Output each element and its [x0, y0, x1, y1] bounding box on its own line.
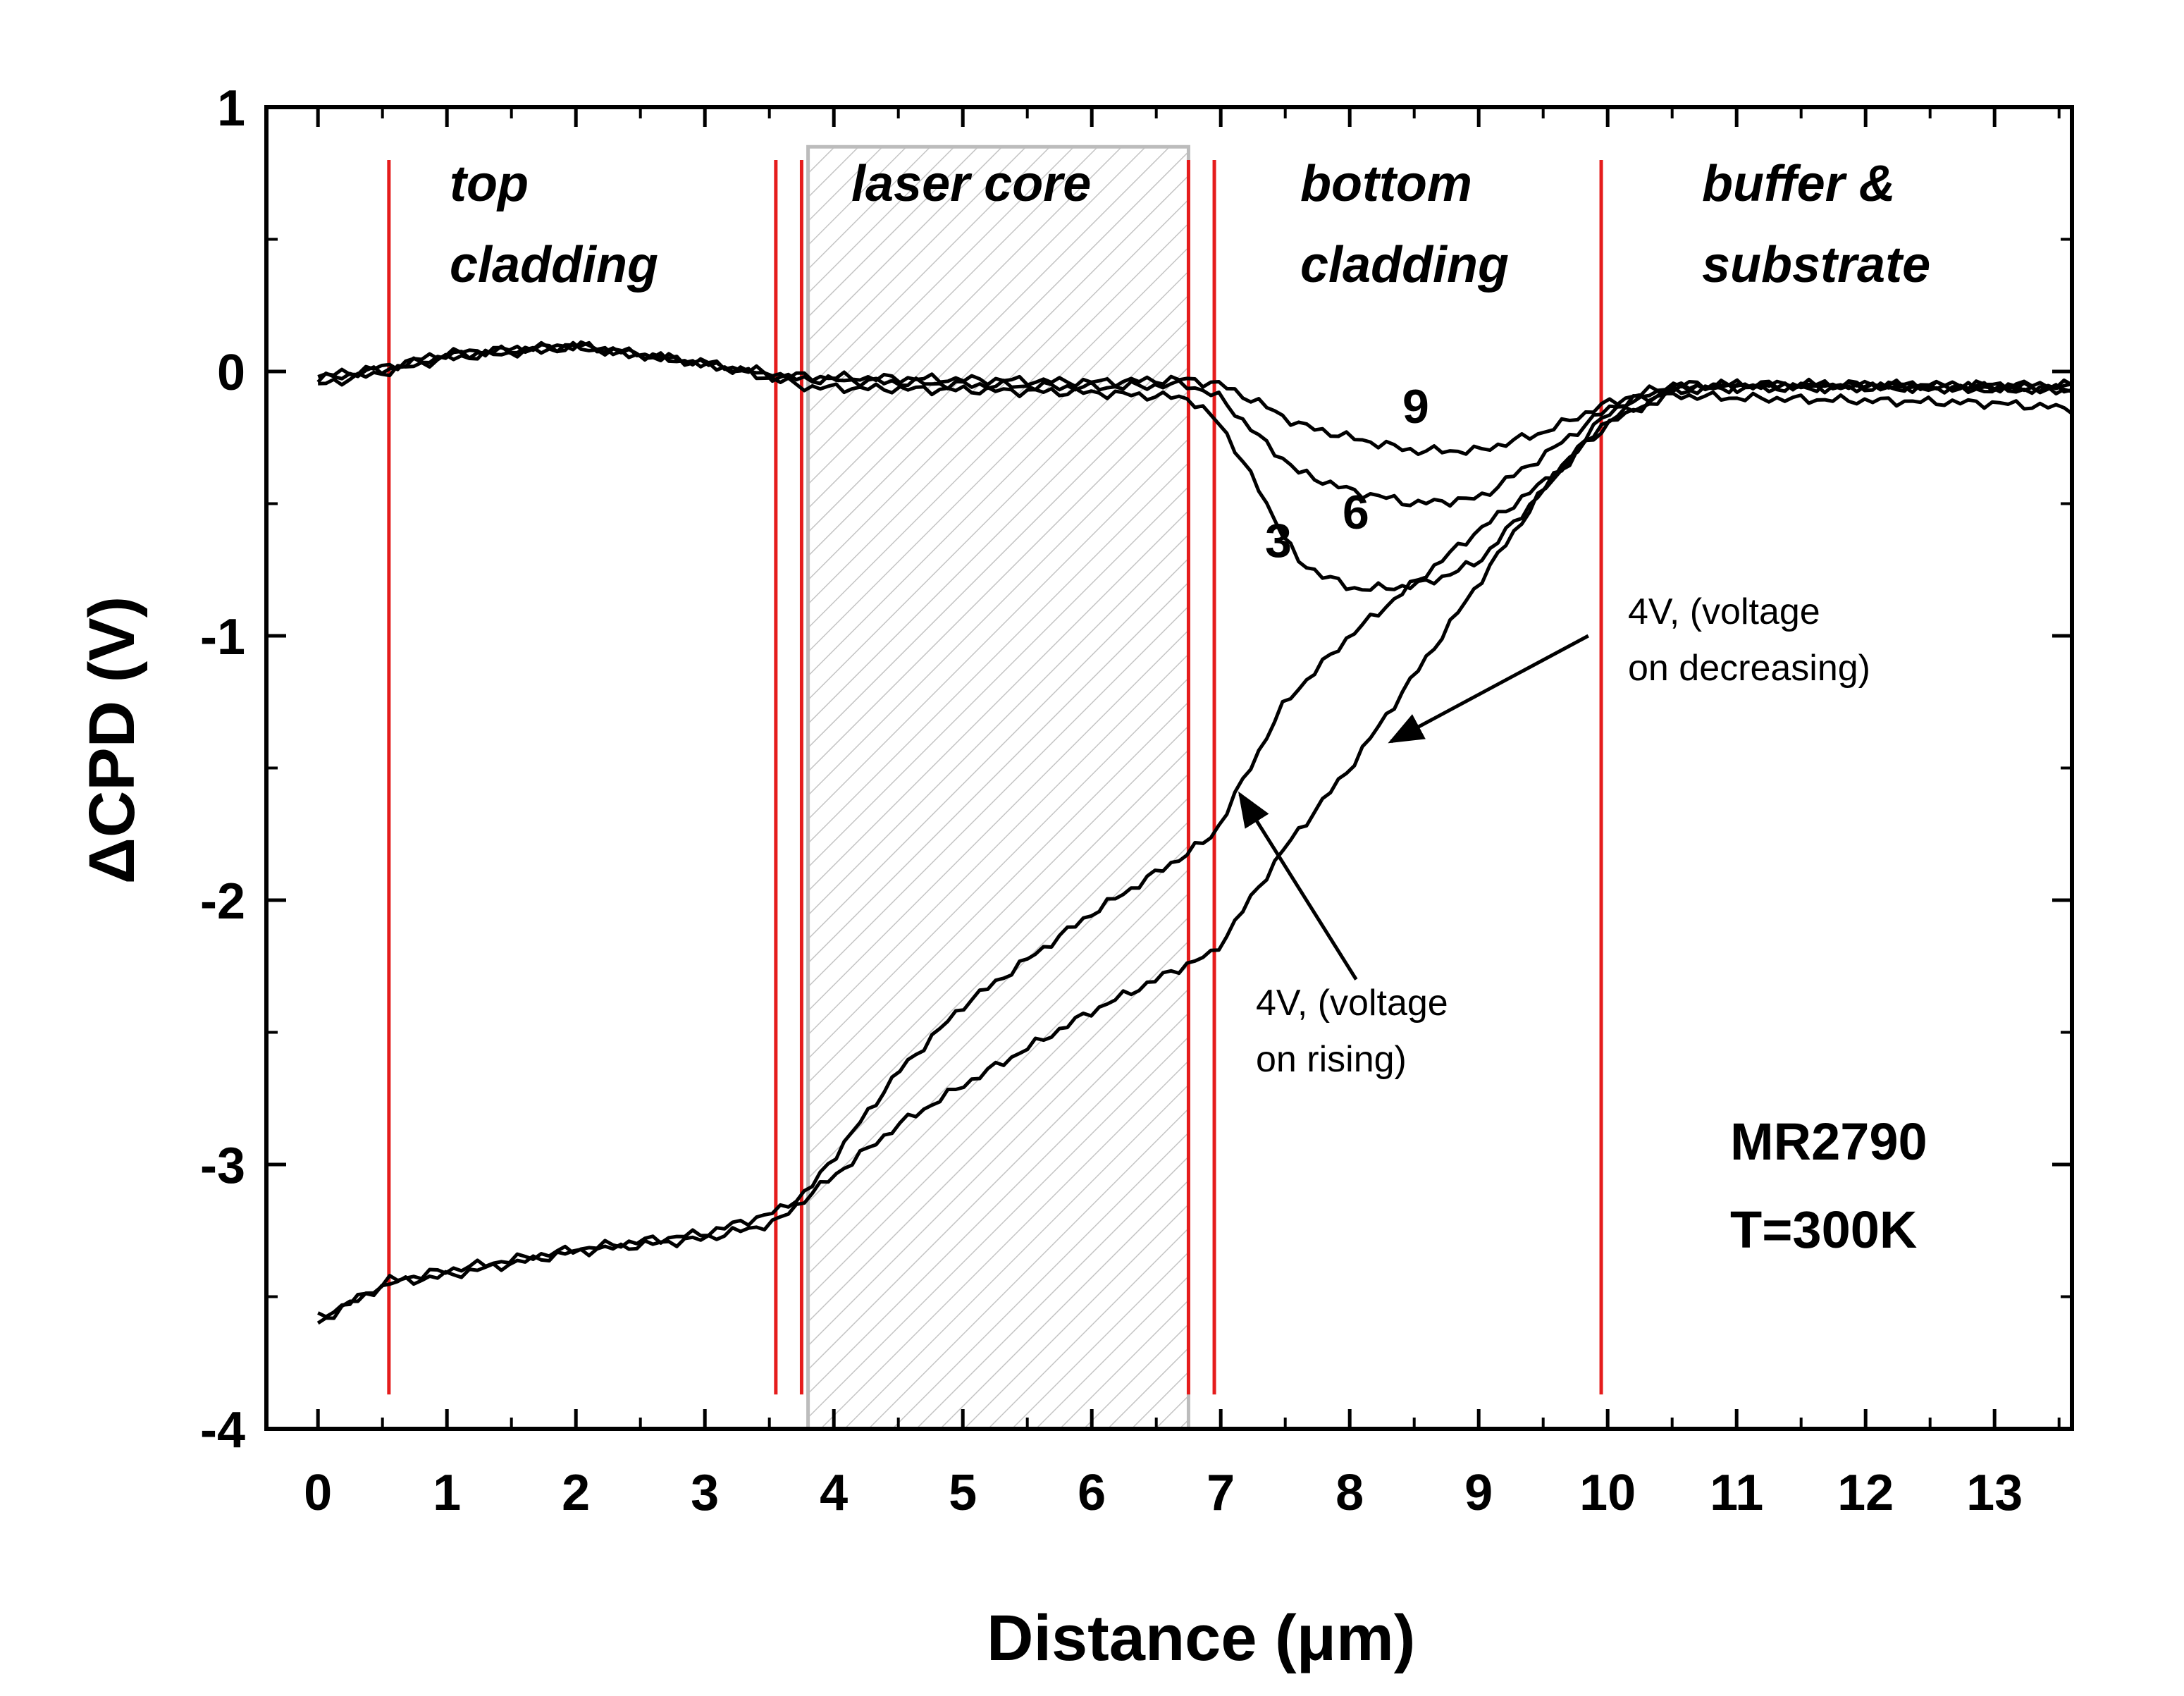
sample-temperature: T=300K [1730, 1200, 1917, 1259]
curve-9 [317, 340, 2073, 456]
curves [316, 340, 2073, 1325]
curve-6 [316, 340, 2073, 508]
axis-ticks [266, 105, 2072, 1431]
laser-core-shaded-region [806, 145, 1190, 1431]
x-tick-label: 13 [1966, 1465, 2023, 1521]
x-tick-label: 10 [1579, 1465, 1636, 1521]
curve-4v-voltage-on-rising- [316, 381, 2073, 1325]
annotation-arrow-1 [1238, 791, 1358, 981]
x-tick-label: 3 [691, 1465, 719, 1521]
region-boundaries [387, 160, 1603, 1395]
annotation-arrow-0 [1388, 634, 1589, 744]
region-label-core-line1: laser core [851, 156, 1091, 212]
x-tick-label: 0 [304, 1465, 332, 1521]
curve-label-6: 6 [1343, 486, 1369, 539]
region-label-top-line2: cladding [450, 237, 658, 293]
region-label-bottom-line1: bottom [1300, 156, 1472, 212]
x-tick-label: 5 [949, 1465, 977, 1521]
region-label-top-line1: top [450, 156, 529, 212]
curve-label-9: 9 [1402, 380, 1429, 434]
y-tick-label: -1 [200, 609, 245, 665]
annotation-decreasing-line1: 4V, (voltage [1628, 591, 1820, 632]
y-tick-label: -3 [200, 1138, 245, 1194]
curve-labels: 9 6 3 [1265, 380, 1429, 567]
y-axis-title: ΔCPD (V) [76, 596, 148, 885]
region-label-buffer-line2: substrate [1702, 237, 1930, 293]
x-tick-label: 7 [1207, 1465, 1235, 1521]
y-tick-label: 1 [217, 80, 245, 137]
annotation-decreasing-line2: on decreasing) [1628, 648, 1870, 689]
curve-label-3: 3 [1265, 514, 1292, 567]
y-tick-label: 0 [217, 345, 245, 401]
x-tick-label: 12 [1837, 1465, 1894, 1521]
x-tick-label: 4 [820, 1465, 848, 1521]
sample-label: MR2790 T=300K [1730, 1112, 1927, 1259]
shaded-region-group [806, 145, 1190, 1431]
annotations: 4V, (voltage on decreasing) 4V, (voltage… [1256, 591, 1870, 1080]
sample-id: MR2790 [1730, 1112, 1927, 1171]
annotation-rising-line1: 4V, (voltage [1256, 983, 1448, 1024]
y-tick-label: -4 [200, 1402, 245, 1458]
x-tick-label: 1 [433, 1465, 461, 1521]
x-axis-title: Distance (μm) [987, 1602, 1415, 1674]
x-tick-label: 2 [562, 1465, 590, 1521]
annotation-arrows [1238, 634, 1589, 981]
tick-labels: 0 1 2 3 4 5 6 7 8 9 10 11 12 13-4-3-2-101 [200, 80, 2023, 1521]
y-tick-label: -2 [200, 873, 245, 930]
annotation-rising-line2: on rising) [1256, 1039, 1407, 1080]
x-tick-label: 8 [1335, 1465, 1364, 1521]
curve-4v-voltage-on-decreasing- [317, 390, 2073, 1319]
x-tick-label: 9 [1464, 1465, 1493, 1521]
region-label-bottom-line2: cladding [1300, 237, 1509, 293]
region-label-buffer-line1: buffer & [1702, 156, 1896, 212]
x-tick-label: 6 [1078, 1465, 1106, 1521]
x-tick-label: 11 [1710, 1465, 1763, 1521]
region-labels: top cladding laser core bottom cladding … [450, 156, 1930, 293]
